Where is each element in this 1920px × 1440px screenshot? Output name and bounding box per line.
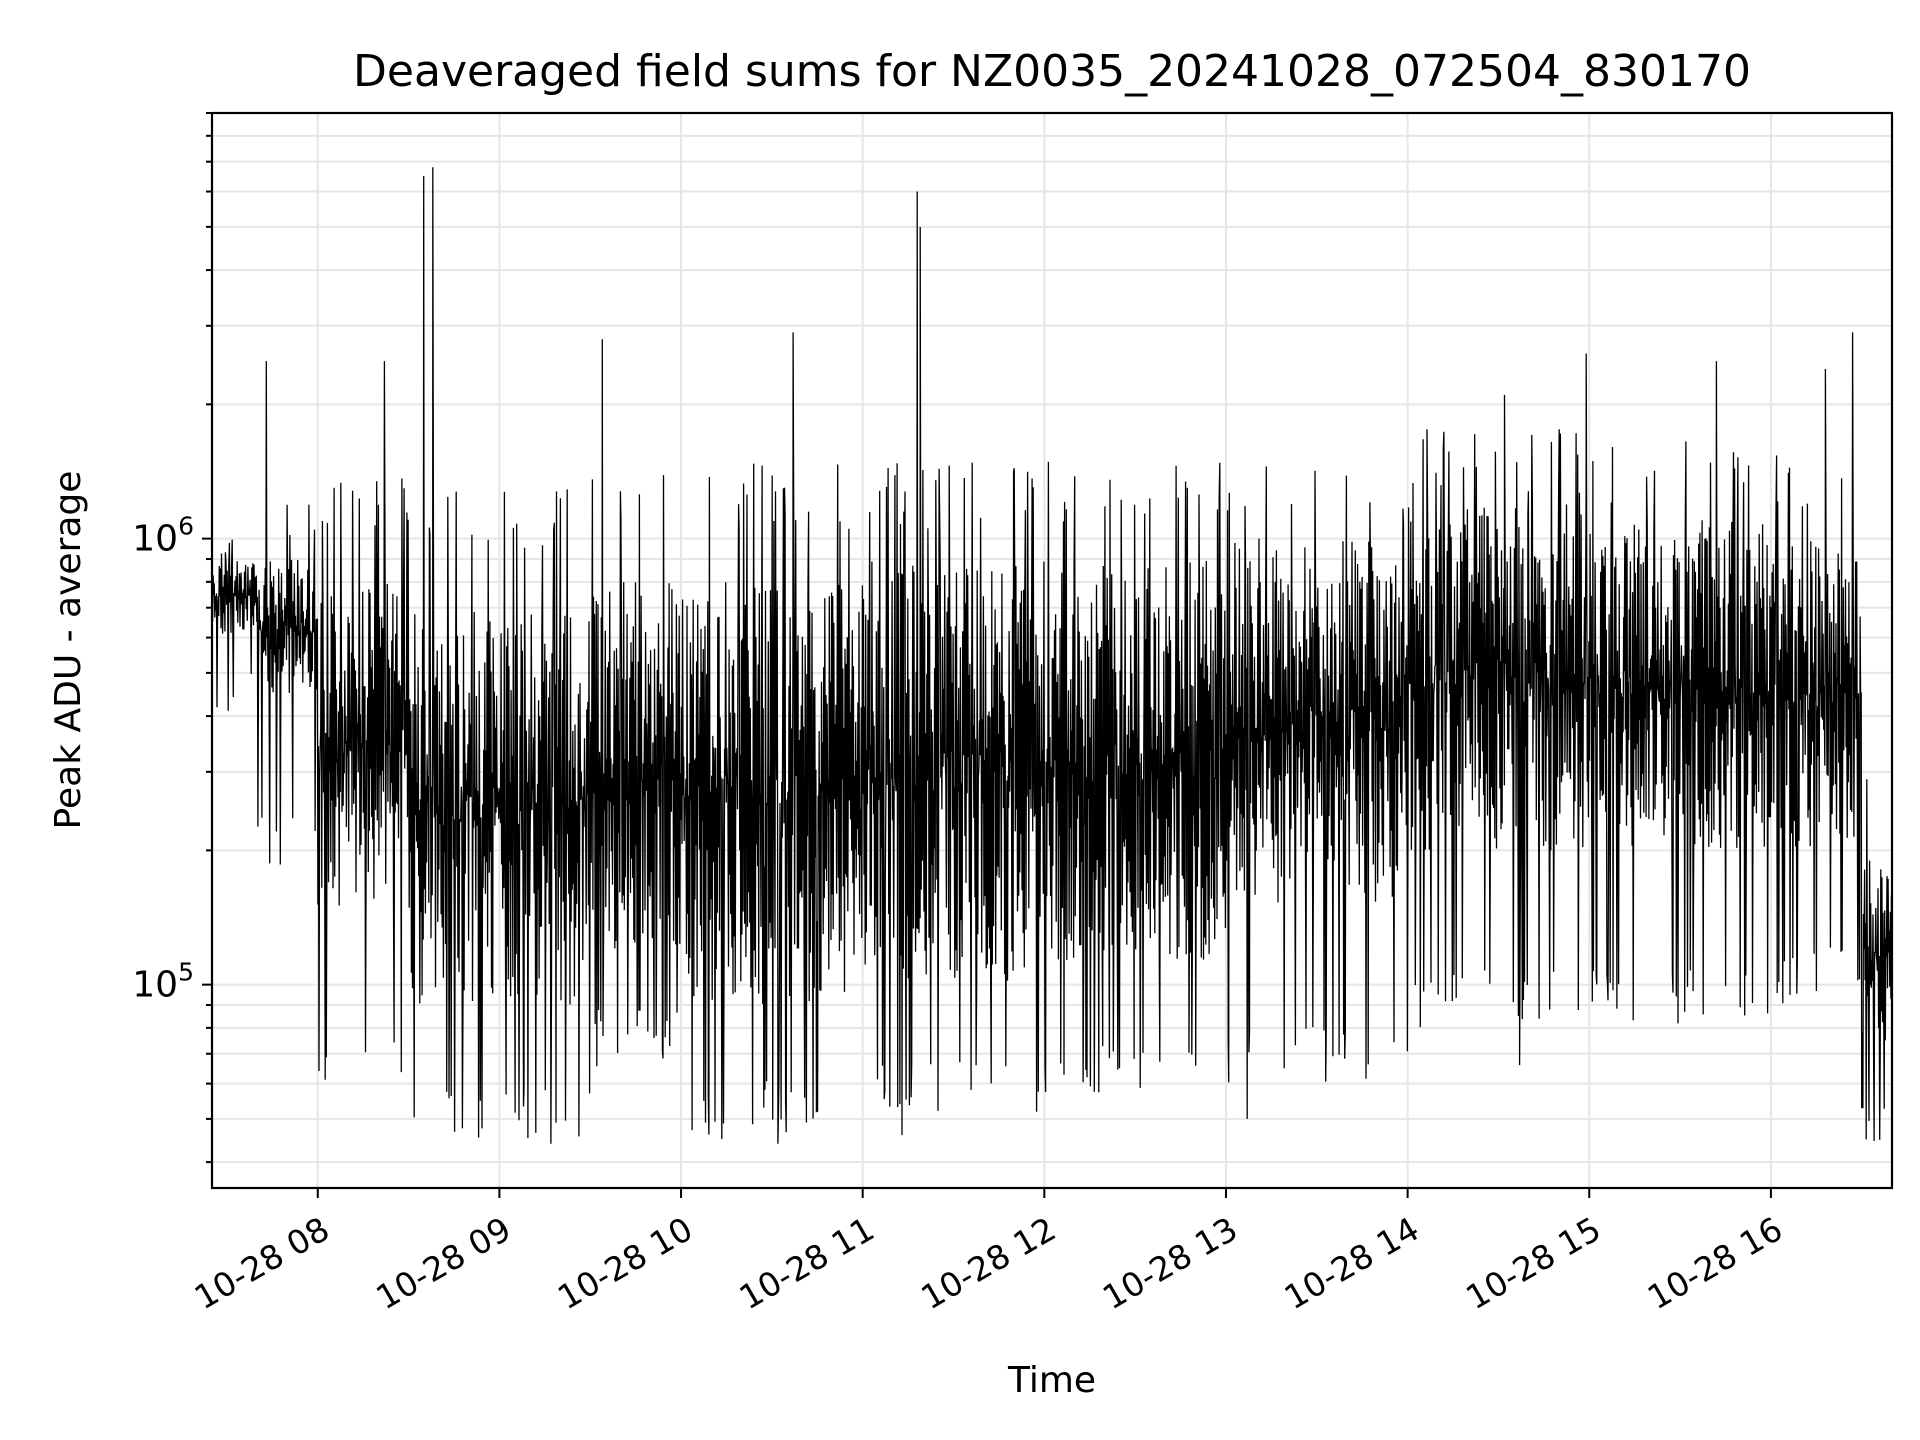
series-line: [211, 167, 1893, 1163]
x-axis-label: Time: [1007, 1360, 1096, 1401]
x-tick-label: 10-28 13: [1096, 1209, 1244, 1317]
series-layer: [211, 167, 1893, 1163]
x-tick-label: 10-28 16: [1641, 1209, 1789, 1317]
x-tick-label: 10-28 14: [1278, 1209, 1426, 1317]
chart-title: Deaveraged field sums for NZ0035_2024102…: [353, 46, 1751, 97]
x-tick-label: 10-28 12: [914, 1209, 1062, 1317]
x-tick-label: 10-28 15: [1459, 1209, 1607, 1317]
y-tick-label: 105: [132, 958, 194, 1006]
plot-frame: [210, 111, 1894, 1190]
x-tick-label: 10-28 09: [369, 1209, 517, 1317]
x-tick-label: 10-28 11: [733, 1209, 881, 1317]
y-axis-label: Peak ADU - average: [48, 471, 89, 830]
y-tick-label: 106: [132, 512, 194, 560]
x-tick-label: 10-28 08: [188, 1209, 336, 1317]
x-tick-label: 10-28 10: [551, 1209, 699, 1317]
